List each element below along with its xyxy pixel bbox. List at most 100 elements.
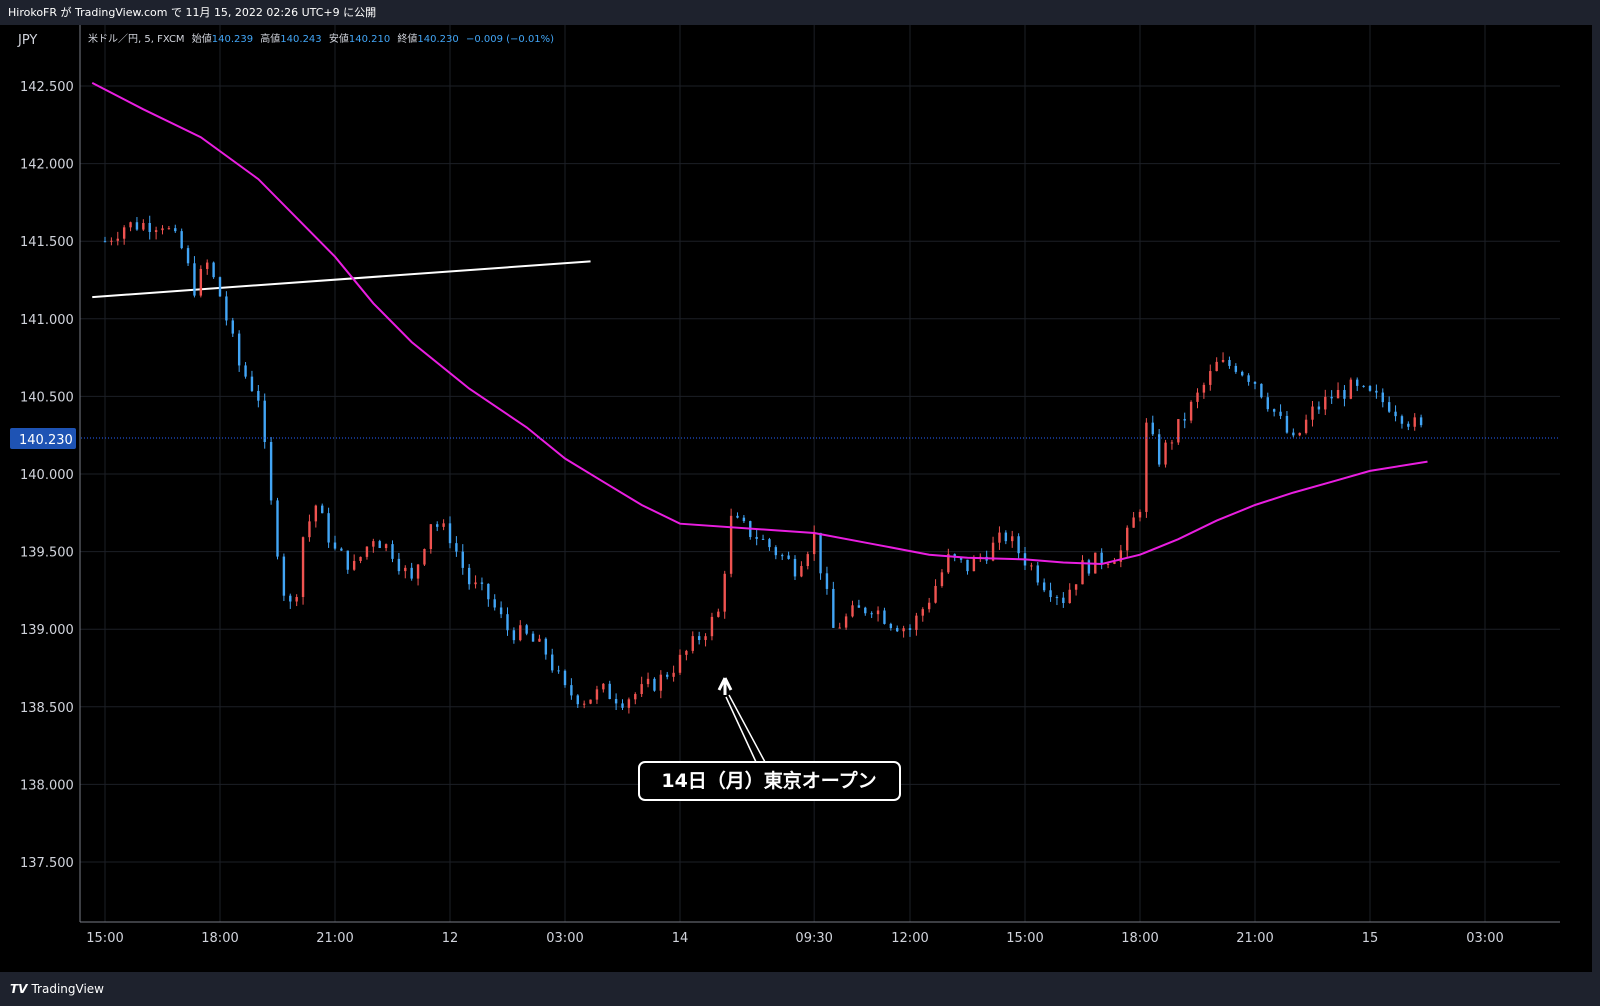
candle-body bbox=[467, 567, 471, 585]
tradingview-logo[interactable]: 𝙏𝙑 TradingView bbox=[10, 982, 104, 996]
price-axis-area[interactable] bbox=[0, 25, 80, 922]
candle-body bbox=[372, 541, 375, 547]
candle-body bbox=[595, 689, 599, 700]
candle-body bbox=[1113, 561, 1116, 564]
candle-body bbox=[851, 605, 854, 617]
candle-body bbox=[1132, 517, 1135, 528]
candle-body bbox=[1017, 536, 1020, 554]
candle-body bbox=[321, 505, 324, 514]
candle-body bbox=[544, 638, 548, 655]
candle-body bbox=[551, 654, 554, 671]
candle-body bbox=[908, 628, 912, 630]
candle-body bbox=[186, 248, 190, 264]
candle-body bbox=[250, 376, 254, 391]
candle-body bbox=[1387, 402, 1391, 412]
candle-body bbox=[736, 515, 739, 518]
candle-body bbox=[1349, 379, 1353, 399]
y-tick-label: 139.500 bbox=[20, 546, 74, 561]
candle-body bbox=[244, 365, 247, 377]
candle-body bbox=[825, 573, 829, 589]
candle-body bbox=[167, 228, 171, 230]
candle-body bbox=[378, 541, 381, 549]
tradingview-logo-icon: 𝙏𝙑 bbox=[10, 982, 28, 996]
y-tick-label: 142.000 bbox=[20, 158, 74, 173]
y-tick-label: 141.000 bbox=[20, 313, 74, 328]
chart-canvas[interactable]: 142.500 142.000 141.500 141.000 140.500 140.0… bbox=[0, 25, 1592, 972]
candle-body bbox=[921, 609, 924, 616]
candle-body bbox=[314, 505, 318, 522]
candle-body bbox=[346, 550, 349, 570]
candle-body bbox=[154, 230, 158, 232]
legend-close: 140.230 bbox=[417, 34, 458, 45]
candle-body bbox=[135, 222, 139, 230]
annotation-text: 14日（月）東京オープン bbox=[661, 769, 876, 792]
candle-body bbox=[582, 703, 586, 705]
x-tick-label: 18:00 bbox=[201, 931, 238, 946]
candle-body bbox=[1119, 550, 1123, 562]
ohlc-legend: 米ドル／円, 5, FXCM 始値140.239 高値140.243 安値140… bbox=[88, 32, 554, 45]
candle-body bbox=[410, 567, 413, 579]
candle-body bbox=[761, 538, 765, 540]
x-tick-label: 18:00 bbox=[1121, 931, 1158, 946]
candle-body bbox=[1030, 565, 1033, 567]
y-tick-label: 140.000 bbox=[20, 468, 74, 483]
candle-body bbox=[1324, 396, 1327, 410]
trendline-layer bbox=[92, 260, 591, 299]
y-tick-label: 141.500 bbox=[20, 235, 74, 250]
candle-body bbox=[608, 683, 611, 700]
candle-body bbox=[1247, 375, 1250, 382]
x-tick-label: 15:00 bbox=[1006, 931, 1043, 946]
candle-body bbox=[1419, 417, 1423, 426]
candle-body bbox=[480, 582, 484, 584]
legend-close-label: 終値 bbox=[397, 32, 417, 45]
candle-body bbox=[576, 695, 579, 705]
candle-body bbox=[333, 542, 337, 549]
time-axis[interactable]: 15:00 18:00 21:00 12 03:00 14 09:30 12:00 15:00 1… bbox=[86, 931, 1503, 946]
x-tick-label: 15:00 bbox=[86, 931, 123, 946]
candle-body bbox=[308, 521, 311, 538]
candle-body bbox=[1413, 417, 1416, 427]
candle-body bbox=[646, 678, 650, 685]
legend-low: 140.210 bbox=[349, 34, 390, 45]
grid bbox=[80, 25, 1560, 922]
legend-high-label: 高値 bbox=[260, 32, 280, 45]
candle-body bbox=[774, 547, 778, 556]
candle-body bbox=[1196, 392, 1199, 402]
candle-body bbox=[193, 263, 196, 296]
candle-body bbox=[1004, 532, 1008, 542]
candle-body bbox=[461, 551, 464, 568]
candle-body bbox=[1317, 406, 1321, 410]
candle-body bbox=[1126, 527, 1129, 551]
candle-body bbox=[1087, 560, 1091, 574]
candle-body bbox=[429, 524, 433, 550]
candle-body bbox=[717, 611, 720, 617]
candle-body bbox=[225, 296, 228, 321]
candle-body bbox=[1285, 415, 1289, 433]
candle-body bbox=[199, 268, 203, 296]
candle-body bbox=[129, 222, 132, 228]
candle-body bbox=[729, 515, 733, 574]
candles-layer bbox=[103, 215, 1423, 714]
candle-body bbox=[800, 566, 803, 577]
candle-body bbox=[519, 625, 522, 641]
annotation-box bbox=[638, 761, 901, 801]
candle-body bbox=[448, 523, 452, 544]
x-tick-label: 14 bbox=[672, 931, 689, 946]
candle-body bbox=[634, 694, 637, 700]
annotation-callout[interactable]: 14日（月）東京オープン bbox=[638, 677, 901, 801]
price-axis[interactable]: 142.500 142.000 141.500 141.000 140.500 140.0… bbox=[20, 80, 74, 871]
legend-high: 140.243 bbox=[280, 34, 321, 45]
candle-body bbox=[1279, 411, 1282, 416]
candle-body bbox=[832, 588, 835, 628]
candle-body bbox=[1011, 536, 1014, 542]
candle-body bbox=[806, 554, 809, 567]
candle-body bbox=[857, 605, 861, 608]
candle-body bbox=[474, 582, 477, 585]
candle-body bbox=[257, 390, 260, 401]
publish-line: HirokoFR が TradingView.com で 11月 15, 202… bbox=[8, 6, 377, 19]
price-chart[interactable]: 142.500 142.000 141.500 141.000 140.500 140.0… bbox=[0, 25, 1600, 972]
candle-body bbox=[614, 699, 618, 704]
candle-body bbox=[1151, 422, 1154, 435]
x-tick-label: 21:00 bbox=[1236, 931, 1273, 946]
footer-bar: 𝙏𝙑 TradingView bbox=[0, 972, 1600, 1006]
